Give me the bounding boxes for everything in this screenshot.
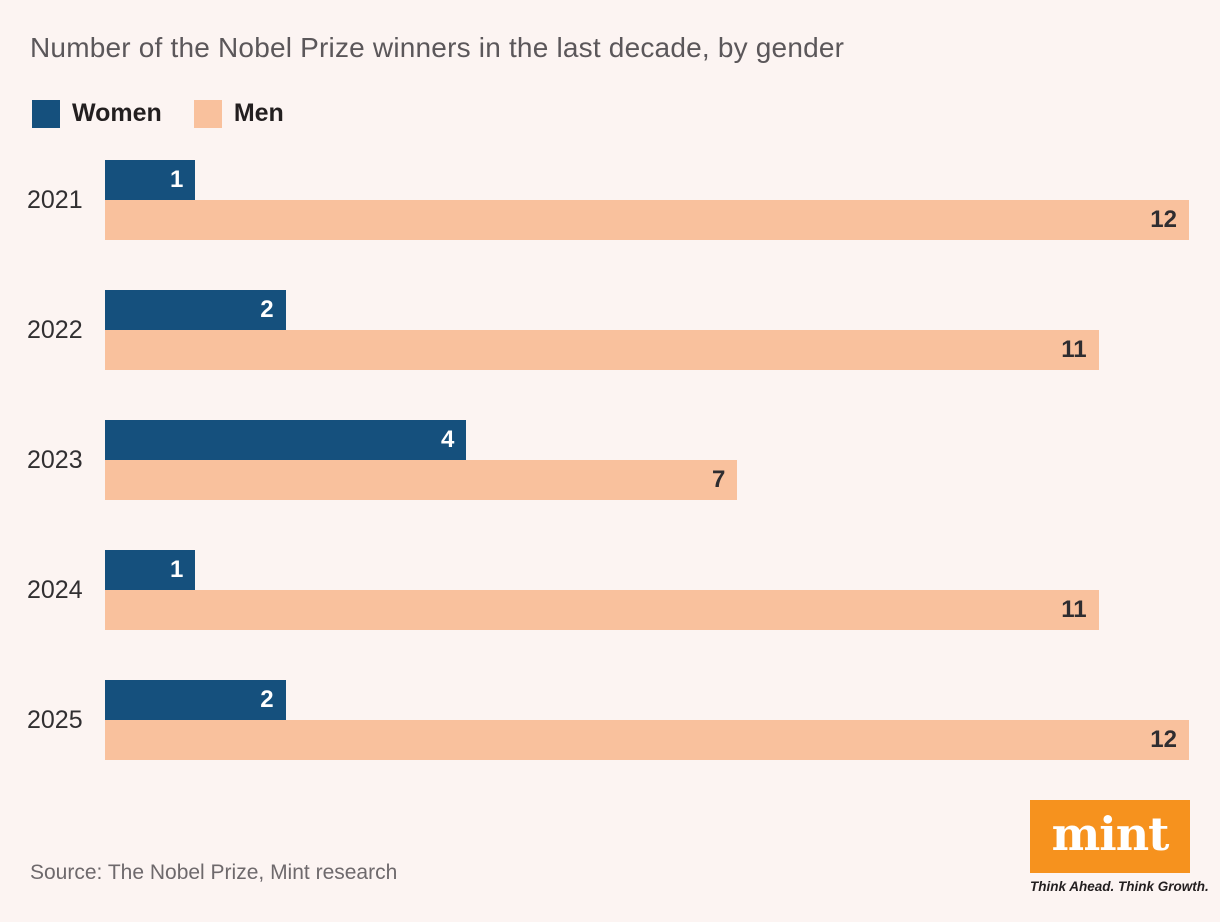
year-label-2023: 2023: [27, 445, 83, 474]
year-label-2024: 2024: [27, 575, 83, 604]
bar-value-men-2024: 11: [1061, 596, 1087, 623]
legend-item-women: Women: [32, 99, 162, 128]
chart-row-2025: 2025 2 12: [0, 680, 1220, 760]
chart-row-2022: 2022 2 11: [0, 290, 1220, 370]
bar-women-2025: 2: [105, 680, 286, 720]
bar-men-2025: 12: [105, 720, 1189, 760]
bar-value-women-2022: 2: [260, 296, 274, 323]
bars-2021: 1 12: [105, 160, 1189, 240]
bar-value-men-2023: 7: [711, 466, 726, 493]
bar-men-2021: 12: [105, 200, 1189, 240]
bar-women-2023: 4: [105, 420, 467, 460]
legend-item-men: Men: [193, 99, 284, 128]
chart-rows: 2021 1 12 2022 2 11 2023 4 7 2024 1 11 2025 2 12: [0, 160, 1220, 810]
legend-swatch-men: [193, 99, 222, 128]
bar-women-2021: 1: [105, 160, 196, 200]
bar-men-2023: 7: [105, 460, 738, 500]
legend-label-women: Women: [72, 99, 162, 127]
bars-2025: 2 12: [105, 680, 1189, 760]
bar-women-2022: 2: [105, 290, 286, 330]
bar-men-2022: 11: [105, 330, 1099, 370]
bars-2022: 2 11: [105, 290, 1189, 370]
bar-value-women-2025: 2: [260, 686, 274, 713]
chart-row-2024: 2024 1 11: [0, 550, 1220, 630]
chart-title: Number of the Nobel Prize winners in the…: [30, 32, 845, 63]
bar-men-2024: 11: [105, 590, 1099, 630]
bar-value-men-2021: 12: [1150, 206, 1177, 233]
chart-row-2023: 2023 4 7: [0, 420, 1220, 500]
mint-logo: mint: [1030, 800, 1190, 873]
brand-tagline: Think Ahead. Think Growth.: [1030, 879, 1209, 894]
mint-logo-text: mint: [1051, 806, 1170, 861]
bar-value-women-2024: 1: [169, 556, 184, 583]
year-label-2021: 2021: [27, 185, 83, 214]
year-label-2022: 2022: [27, 315, 83, 344]
bars-2024: 1 11: [105, 550, 1189, 630]
source-note: Source: The Nobel Prize, Mint research: [30, 861, 398, 884]
legend: Women Men: [32, 99, 284, 128]
brand-block: mint Think Ahead. Think Growth.: [1030, 800, 1209, 894]
bar-women-2024: 1: [105, 550, 196, 590]
year-label-2025: 2025: [27, 705, 83, 734]
legend-swatch-women: [32, 99, 60, 128]
bar-value-women-2021: 1: [169, 166, 184, 193]
bar-value-women-2023: 4: [440, 426, 455, 453]
legend-label-men: Men: [233, 99, 284, 127]
chart-row-2021: 2021 1 12: [0, 160, 1220, 240]
bar-value-men-2022: 11: [1061, 336, 1087, 363]
bar-value-men-2025: 12: [1150, 726, 1177, 753]
